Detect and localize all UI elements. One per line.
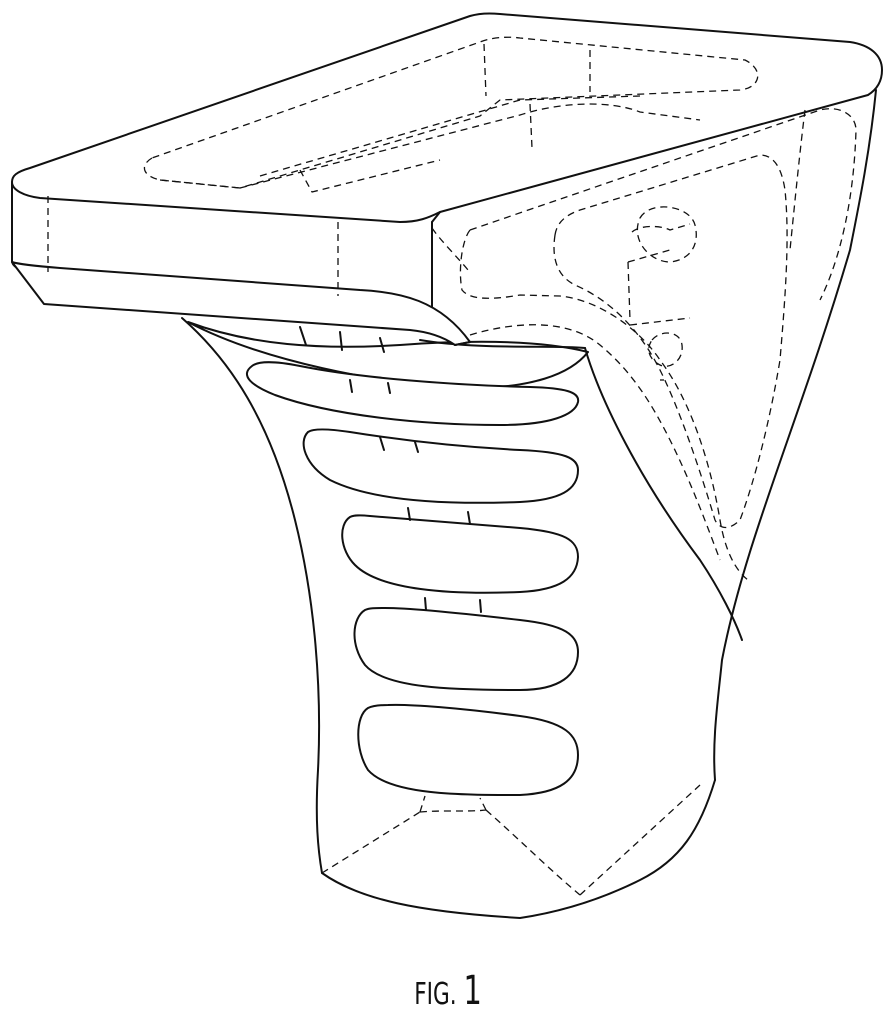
- finger-groove-3: [342, 515, 578, 592]
- finger-grooves: [188, 322, 588, 795]
- finger-groove-2: [304, 429, 578, 502]
- finger-groove-5: [358, 705, 578, 795]
- patent-drawing: [0, 0, 896, 960]
- finger-groove-1: [247, 362, 578, 425]
- top-mounting-plate: [12, 13, 882, 345]
- caption-prefix: FIG.: [414, 977, 456, 1012]
- figure-caption: FIG. 1: [125, 968, 770, 1014]
- finger-groove-4: [354, 608, 578, 690]
- caption-number: 1: [463, 968, 481, 1014]
